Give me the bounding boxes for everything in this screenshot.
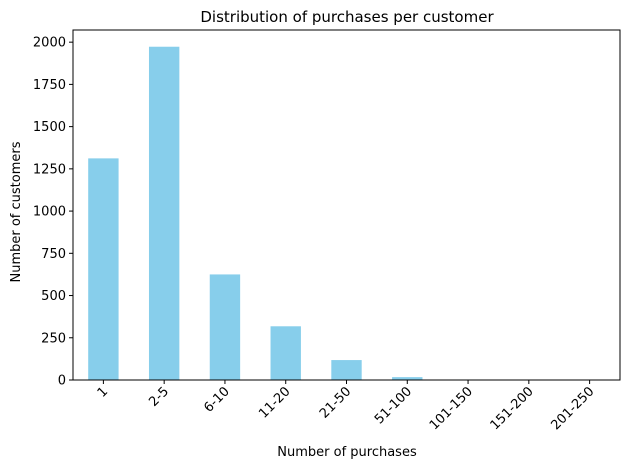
bar-6-10 bbox=[209, 274, 241, 380]
x-tick-label: 101-150 bbox=[427, 384, 476, 433]
bar-51-100 bbox=[392, 377, 423, 380]
bar-21-50 bbox=[331, 360, 362, 380]
plot-frame bbox=[72, 29, 621, 381]
x-tick-label: 21-50 bbox=[317, 384, 354, 421]
x-tick-label: 6-10 bbox=[201, 384, 232, 415]
bar-1 bbox=[88, 158, 119, 380]
x-tick-label: 1 bbox=[95, 384, 111, 400]
y-tick-label: 1750 bbox=[33, 78, 66, 93]
y-tick-label: 2000 bbox=[33, 36, 66, 51]
bar-2-5 bbox=[148, 46, 180, 381]
x-tick-label: 2-5 bbox=[146, 384, 172, 410]
chart-title: Distribution of purchases per customer bbox=[200, 8, 494, 26]
x-tick-label: 11-20 bbox=[256, 384, 293, 421]
x-tick-label: 151-200 bbox=[488, 384, 537, 433]
y-axis-ticks: 0 250 500 750 1000 1250 1500 1750 2000 bbox=[33, 36, 73, 389]
y-axis-label: Number of customers bbox=[9, 141, 24, 282]
x-axis-label: Number of purchases bbox=[277, 445, 417, 460]
y-tick-label: 750 bbox=[41, 247, 66, 262]
x-axis-ticks: 1 2-5 6-10 11-20 21-50 51-100 101-150 151-200 20… bbox=[95, 380, 597, 433]
y-tick-label: 1250 bbox=[33, 162, 66, 177]
y-tick-label: 1500 bbox=[33, 120, 66, 135]
bars-group bbox=[88, 46, 605, 381]
x-tick-label: 201-250 bbox=[548, 384, 597, 433]
y-tick-label: 250 bbox=[41, 331, 66, 346]
x-tick-label: 51-100 bbox=[372, 384, 415, 427]
y-tick-label: 1000 bbox=[33, 205, 66, 220]
y-tick-label: 500 bbox=[41, 289, 66, 304]
y-tick-label: 0 bbox=[58, 374, 66, 389]
bar-11-20 bbox=[270, 326, 301, 380]
